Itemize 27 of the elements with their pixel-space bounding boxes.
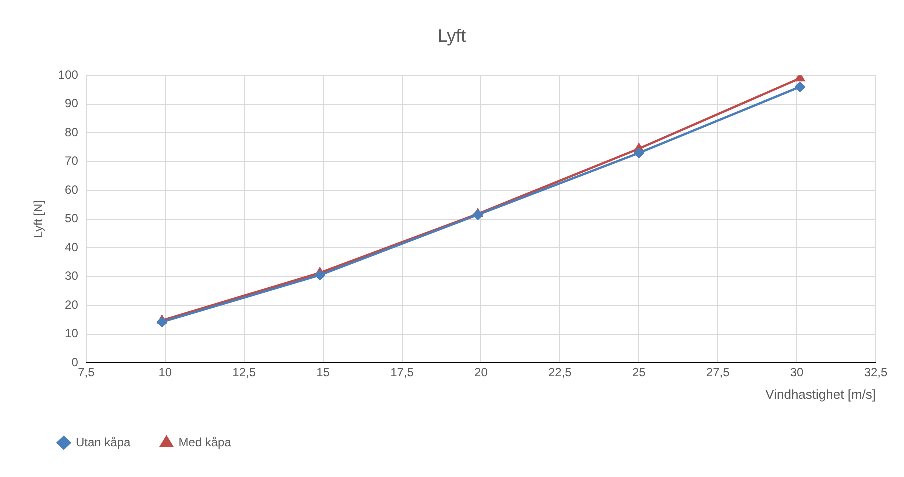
x-tick-label: 17,5 — [390, 366, 414, 380]
x-tick-label: 32,5 — [864, 366, 888, 380]
legend-label: Med kåpa — [178, 435, 232, 450]
y-tick-label: 0 — [72, 355, 79, 370]
x-tick-label: 22,5 — [548, 366, 572, 380]
x-tick-label: 7,5 — [78, 366, 96, 380]
x-axis-title: Vindhastighet [m/s] — [766, 386, 876, 402]
legend-label: Utan kåpa — [76, 435, 132, 450]
y-axis-title: Lyft [N] — [32, 200, 46, 238]
y-tick-label: 30 — [65, 269, 79, 284]
chart-title: Lyft — [438, 26, 466, 46]
x-tick-label: 27,5 — [706, 366, 730, 380]
x-tick-label: 20 — [474, 366, 488, 380]
y-tick-label: 60 — [65, 182, 79, 197]
x-tick-label: 15 — [316, 366, 330, 380]
y-tick-label: 80 — [65, 125, 79, 140]
y-tick-label: 90 — [65, 96, 79, 111]
x-tick-label: 25 — [632, 366, 646, 380]
x-tick-label: 30 — [790, 366, 804, 380]
y-tick-label: 20 — [65, 298, 79, 312]
y-tick-label: 70 — [65, 154, 79, 168]
y-tick-label: 40 — [65, 240, 79, 254]
x-tick-label: 12,5 — [232, 366, 256, 380]
x-tick-label: 10 — [158, 366, 172, 380]
y-tick-label: 10 — [65, 326, 79, 341]
y-tick-label: 100 — [58, 68, 79, 82]
y-tick-label: 50 — [65, 212, 79, 226]
